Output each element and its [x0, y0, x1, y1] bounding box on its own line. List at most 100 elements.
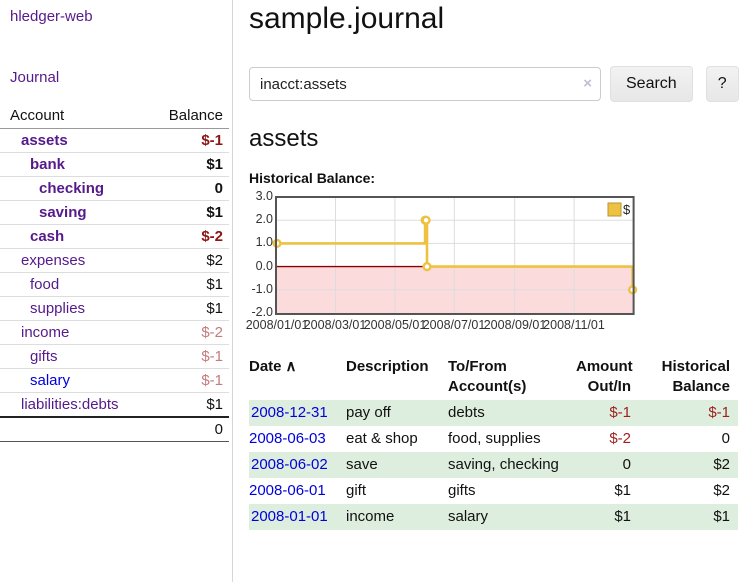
transaction-balance: $2: [713, 456, 730, 473]
data-point: [421, 215, 431, 225]
register-row: 2008-12-31 pay off debts $-1 $-1: [249, 400, 738, 426]
account-balance-assets: $-1: [201, 132, 223, 149]
transaction-date-link[interactable]: 2008-06-02: [251, 456, 328, 473]
account-balance-income: $-2: [146, 320, 229, 345]
account-row-salary: salary $-1: [0, 368, 229, 393]
transaction-date-link[interactable]: 2008-12-31: [251, 404, 328, 421]
transaction-description: pay off: [346, 404, 391, 421]
account-row-gifts: gifts $-1: [0, 344, 229, 369]
transaction-date-link[interactable]: 2008-01-01: [251, 508, 328, 525]
y-tick: 1.0: [255, 235, 273, 249]
x-tick: 2008/03/01: [303, 318, 367, 332]
transaction-accounts: food, supplies: [448, 430, 541, 447]
transaction-date-link[interactable]: 2008-06-03: [249, 430, 326, 447]
accounts-header-balance: Balance: [146, 105, 229, 129]
account-row-checking: checking 0: [0, 176, 229, 201]
accounts-table: Account Balance assets $-1 bank $1 check…: [0, 105, 229, 442]
register-header-description: Description: [346, 358, 429, 375]
chart-heading: Historical Balance:: [249, 170, 376, 186]
account-row-liabilities-debts: liabilities:debts $1: [0, 392, 229, 417]
register-row: 2008-06-02 save saving, checking 0 $2: [249, 452, 738, 478]
register-header-row: Date ∧ Description To/From Account(s) Amo…: [249, 354, 738, 400]
transaction-balance: $1: [713, 508, 730, 525]
account-row-expenses: expenses $2: [0, 248, 229, 273]
transaction-accounts: gifts: [448, 482, 476, 499]
account-link-supplies[interactable]: supplies: [30, 300, 86, 317]
y-tick: -2.0: [251, 305, 273, 319]
accounts-total-row: 0: [0, 416, 229, 442]
account-row-bank: bank $1: [0, 152, 229, 177]
account-balance-saving: $1: [146, 200, 229, 225]
x-tick: 2008/09/01: [483, 318, 547, 332]
y-tick: 0.0: [255, 259, 273, 273]
chart-frame: [275, 196, 635, 315]
search-input[interactable]: [249, 67, 601, 101]
transaction-amount: $1: [614, 482, 631, 499]
account-row-supplies: supplies $1: [0, 296, 229, 321]
account-balance-gifts: $-1: [146, 344, 229, 369]
register-header-date[interactable]: Date ∧: [249, 358, 297, 375]
chart-canvas: $: [272, 196, 638, 315]
transaction-date-link[interactable]: 2008-06-01: [249, 482, 326, 499]
y-tick: -1.0: [251, 282, 273, 296]
account-link-checking[interactable]: checking: [39, 180, 105, 197]
account-balance-liabilities-debts: $1: [146, 392, 229, 417]
account-heading: assets: [249, 125, 319, 152]
account-link-bank[interactable]: bank: [30, 156, 66, 173]
legend-swatch: [607, 202, 622, 217]
page-title: sample.journal: [249, 2, 445, 35]
account-link-saving[interactable]: saving: [39, 204, 87, 221]
clear-search-icon[interactable]: ×: [583, 75, 592, 92]
main-panel: sample.journal × Search ? assets Histori…: [233, 0, 742, 582]
transaction-accounts: salary: [448, 508, 489, 525]
register-header-amount: Amount Out/In: [576, 358, 633, 395]
transaction-amount: 0: [622, 456, 631, 473]
data-point: [628, 285, 638, 295]
account-link-salary[interactable]: salary: [30, 372, 71, 389]
transaction-description: eat & shop: [346, 430, 418, 447]
account-link-expenses[interactable]: expenses: [21, 252, 86, 269]
sidebar: hledger-web Journal Account Balance asse…: [0, 0, 233, 582]
transaction-amount: $-2: [609, 430, 631, 447]
transaction-amount: $-1: [609, 404, 631, 421]
register-row: 2008-06-03 eat & shop food, supplies $-2…: [249, 426, 738, 452]
accounts-total-balance: 0: [146, 416, 229, 442]
account-row-assets: assets $-1: [0, 129, 229, 153]
register-table: Date ∧ Description To/From Account(s) Amo…: [249, 354, 738, 530]
account-row-cash: cash $-2: [0, 224, 229, 249]
x-tick: 2008/01/01: [245, 318, 309, 332]
brand-link[interactable]: hledger-web: [10, 8, 93, 25]
account-link-assets[interactable]: assets: [21, 132, 68, 149]
transaction-balance: $-1: [708, 404, 730, 421]
account-balance-supplies: $1: [146, 296, 229, 321]
nav-journal-link[interactable]: Journal: [10, 69, 60, 86]
register-row: 2008-06-01 gift gifts $1 $2: [249, 478, 738, 504]
transaction-description: income: [346, 508, 395, 525]
transaction-accounts: debts: [448, 404, 485, 421]
account-link-income[interactable]: income: [21, 324, 70, 341]
account-link-liabilities-debts[interactable]: liabilities:debts: [21, 396, 119, 413]
help-button[interactable]: ?: [705, 66, 739, 102]
account-link-food[interactable]: food: [30, 276, 60, 293]
register-header-balance: Historical Balance: [661, 358, 730, 395]
account-row-food: food $1: [0, 272, 229, 297]
search-bar: × Search ?: [249, 66, 739, 102]
account-row-income: income $-2: [0, 320, 229, 345]
y-tick: 2.0: [255, 212, 273, 226]
x-tick: 2008/05/01: [363, 318, 427, 332]
account-balance-cash: $-2: [146, 224, 229, 249]
search-button[interactable]: Search: [610, 66, 693, 102]
account-balance-bank: $1: [146, 152, 229, 177]
x-tick: 2008/11/01: [543, 318, 605, 332]
transaction-description: gift: [346, 482, 367, 499]
account-balance-salary: $-1: [146, 368, 229, 393]
account-link-gifts[interactable]: gifts: [30, 348, 58, 365]
transaction-balance: 0: [721, 430, 730, 447]
accounts-header-row: Account Balance: [0, 105, 229, 129]
account-balance-expenses: $2: [146, 248, 229, 273]
legend-label: $: [623, 202, 631, 217]
account-link-cash[interactable]: cash: [30, 228, 65, 245]
x-tick: 2008/07/01: [422, 318, 486, 332]
historical-balance-chart[interactable]: 3.0 2.0 1.0 0.0 -1.0 -2.0: [246, 188, 719, 338]
